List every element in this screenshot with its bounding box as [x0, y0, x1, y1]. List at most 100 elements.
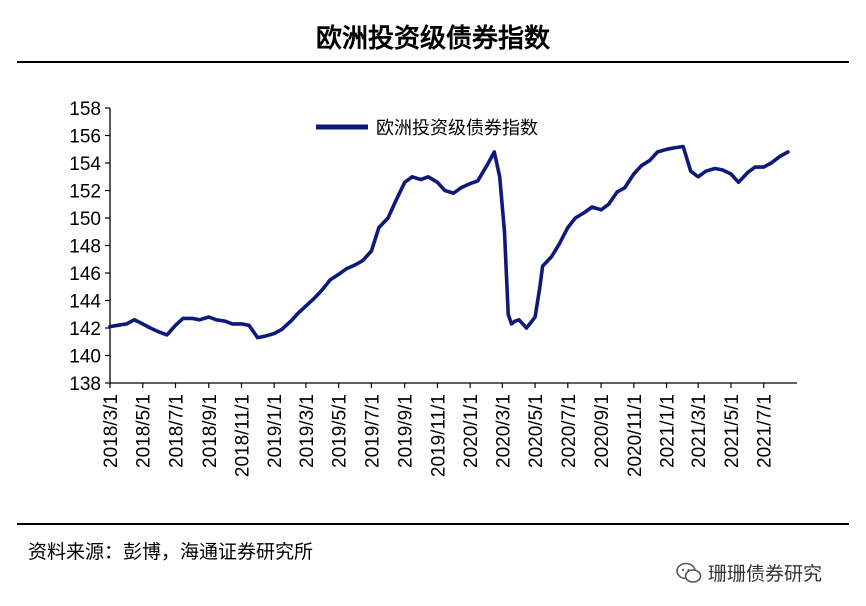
data-point [230, 322, 234, 326]
data-point [769, 161, 773, 165]
x-tick-label: 2018/3/1 [101, 394, 122, 468]
data-point [599, 208, 603, 212]
data-point [655, 150, 660, 154]
data-point [736, 180, 741, 184]
data-point [165, 333, 169, 337]
data-point [393, 199, 398, 204]
legend: 欧洲投资级债券指数 [316, 118, 538, 139]
data-point [492, 150, 496, 154]
data-point [361, 259, 365, 263]
data-point [476, 179, 480, 183]
data-point [181, 316, 185, 320]
data-point [648, 158, 652, 162]
data-point [132, 318, 136, 322]
data-point [247, 323, 251, 327]
data-point [148, 326, 152, 330]
data-point [557, 242, 561, 246]
x-tick-label: 2021/7/1 [755, 394, 776, 468]
data-point [263, 334, 267, 338]
data-point [566, 226, 570, 230]
data-point [506, 312, 510, 316]
data-point [550, 254, 554, 259]
data-point [141, 322, 145, 326]
data-point [311, 297, 315, 301]
data-point [746, 171, 750, 175]
data-point [328, 278, 332, 282]
data-point [410, 175, 414, 179]
data-point [256, 336, 260, 340]
y-tick-label: 152 [69, 182, 101, 203]
data-point [786, 150, 790, 154]
data-point [296, 311, 300, 315]
data-point [778, 154, 783, 158]
data-point [108, 325, 112, 329]
data-point [353, 263, 357, 267]
x-tick-label: 2020/5/1 [526, 394, 547, 468]
data-point [190, 316, 194, 320]
y-tick-label: 150 [69, 209, 101, 230]
data-point [729, 172, 733, 176]
watermark-text: 珊珊债券研究 [708, 563, 823, 585]
x-tick-label: 2020/7/1 [559, 394, 580, 468]
data-point [337, 272, 341, 276]
y-tick-label: 140 [69, 347, 101, 368]
y-tick-label: 138 [69, 374, 101, 395]
series-group [108, 144, 790, 340]
data-point [502, 230, 507, 234]
bottom-rule [17, 523, 849, 525]
data-point [223, 319, 227, 323]
data-point [696, 175, 700, 179]
data-point [524, 326, 529, 330]
data-point [704, 169, 708, 173]
chart-title: 欧洲投资级债券指数 [315, 24, 550, 54]
x-axis-ticks: 2018/3/1 2018/5/1 2018/7/1 2018/9/1 2018/11/… [101, 383, 776, 477]
y-tick-label: 144 [69, 292, 101, 313]
data-point [173, 323, 178, 327]
data-point [419, 177, 423, 182]
data-point [665, 147, 669, 151]
x-tick-label: 2021/3/1 [689, 394, 710, 468]
data-point [344, 267, 348, 271]
data-point [513, 319, 517, 323]
x-tick-label: 2020/1/1 [461, 394, 482, 468]
x-tick-label: 2019/9/1 [396, 394, 417, 468]
wechat-icon [676, 562, 702, 583]
data-point [538, 285, 542, 289]
data-point [386, 216, 390, 220]
y-tick-label: 142 [69, 319, 101, 340]
data-point [485, 164, 489, 168]
data-point [459, 186, 463, 190]
data-point [632, 172, 636, 176]
x-tick-label: 2018/9/1 [200, 394, 221, 468]
data-point [157, 330, 161, 334]
data-point [498, 175, 502, 179]
data-point [720, 168, 725, 172]
data-point [573, 216, 577, 220]
x-tick-label: 2018/5/1 [134, 394, 155, 468]
data-point [426, 175, 430, 179]
data-point [280, 327, 284, 331]
top-rule [17, 61, 849, 63]
data-point [451, 191, 456, 195]
data-point [582, 210, 587, 215]
x-tick-label: 2019/5/1 [330, 394, 351, 468]
data-point [272, 331, 276, 336]
source-note: 资料来源：彭博，海通证券研究所 [28, 541, 314, 563]
data-point [533, 315, 537, 319]
data-point [517, 318, 521, 322]
chart-axes [109, 108, 797, 384]
x-tick-label: 2021/1/1 [658, 394, 679, 468]
data-point [468, 182, 472, 186]
y-axis-ticks: 138 140 142 144 146 148 150 152 154 156 158 [69, 99, 110, 395]
y-tick-label: 146 [69, 264, 101, 285]
data-point [623, 186, 627, 190]
data-point [207, 315, 211, 319]
x-tick-label: 2020/11/1 [625, 394, 646, 477]
data-point [541, 264, 545, 268]
data-point [615, 190, 619, 194]
data-point [762, 165, 766, 169]
data-point [639, 164, 644, 168]
data-point [509, 322, 514, 326]
data-point [672, 146, 676, 150]
series-line-0 [108, 144, 790, 340]
